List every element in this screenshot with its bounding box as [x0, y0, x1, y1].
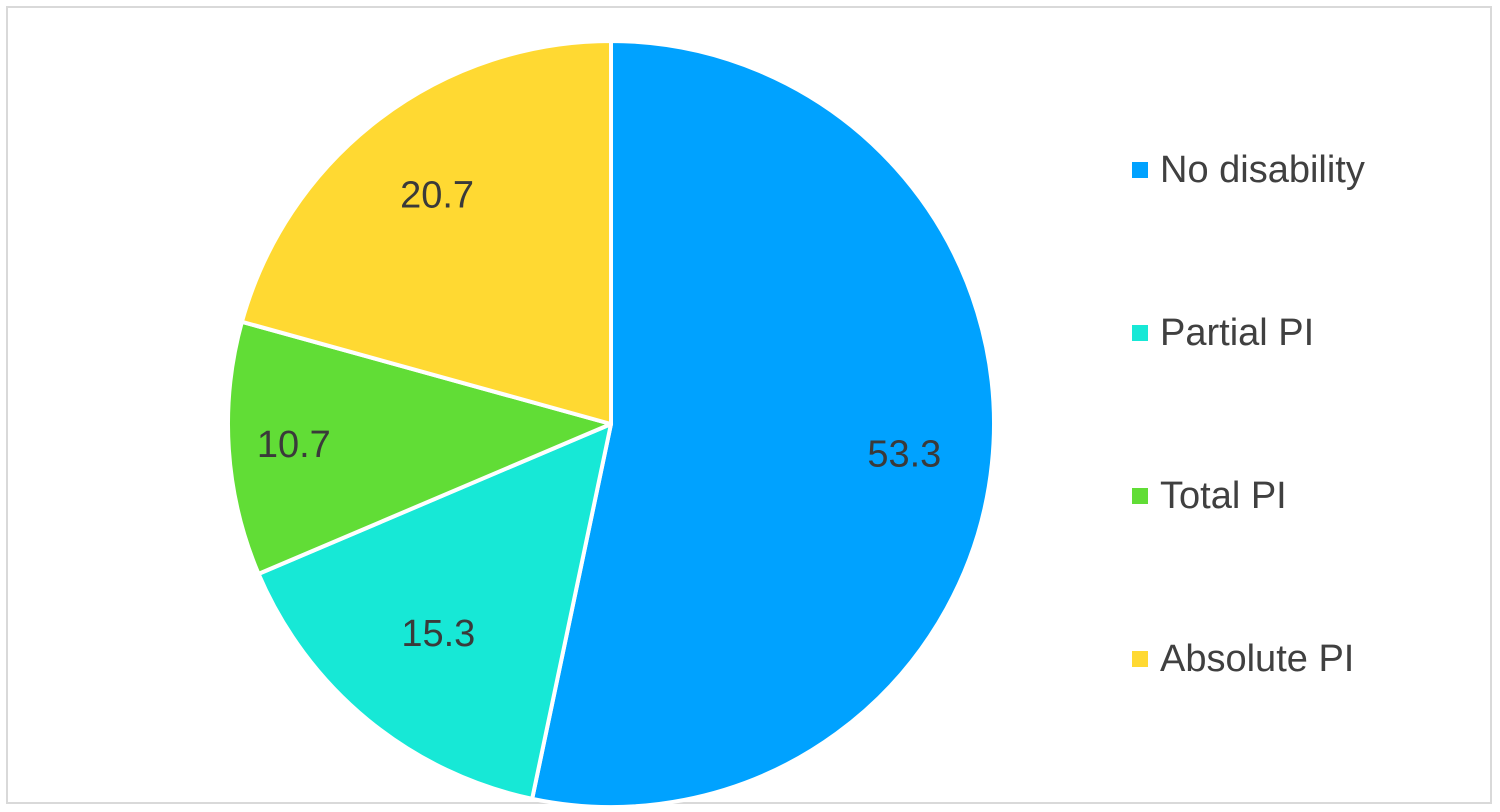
legend-label: Absolute PI: [1160, 637, 1355, 680]
legend-swatch: [1132, 162, 1148, 178]
legend-item-absolute-pi: Absolute PI: [1132, 629, 1354, 689]
legend-item-partial-pi: Partial PI: [1132, 303, 1314, 363]
pie-slice-partial-pi: [256, 422, 613, 801]
legend-swatch: [1132, 325, 1148, 341]
data-label-absolute-pi: 20.7: [400, 174, 474, 216]
data-label-no-disability: 53.3: [867, 434, 941, 476]
legend-label: No disability: [1160, 148, 1365, 191]
legend-item-no-disability: No disability: [1132, 140, 1365, 200]
legend-item-total-pi: Total PI: [1132, 466, 1287, 526]
pie-data-labels: 53.3 15.3 10.7 20.7: [257, 174, 941, 655]
legend-swatch: [1132, 651, 1148, 667]
pie-slices: [226, 39, 996, 809]
legend-swatch: [1132, 488, 1148, 504]
pie-slice-no-disability: [530, 39, 996, 809]
legend-label: Partial PI: [1160, 311, 1315, 354]
pie-slice-total-pi: [226, 319, 613, 576]
legend-label: Total PI: [1160, 474, 1287, 517]
pie-slice-absolute-pi: [239, 39, 613, 426]
data-label-total-pi: 10.7: [257, 424, 331, 466]
data-label-partial-pi: 15.3: [401, 613, 475, 655]
